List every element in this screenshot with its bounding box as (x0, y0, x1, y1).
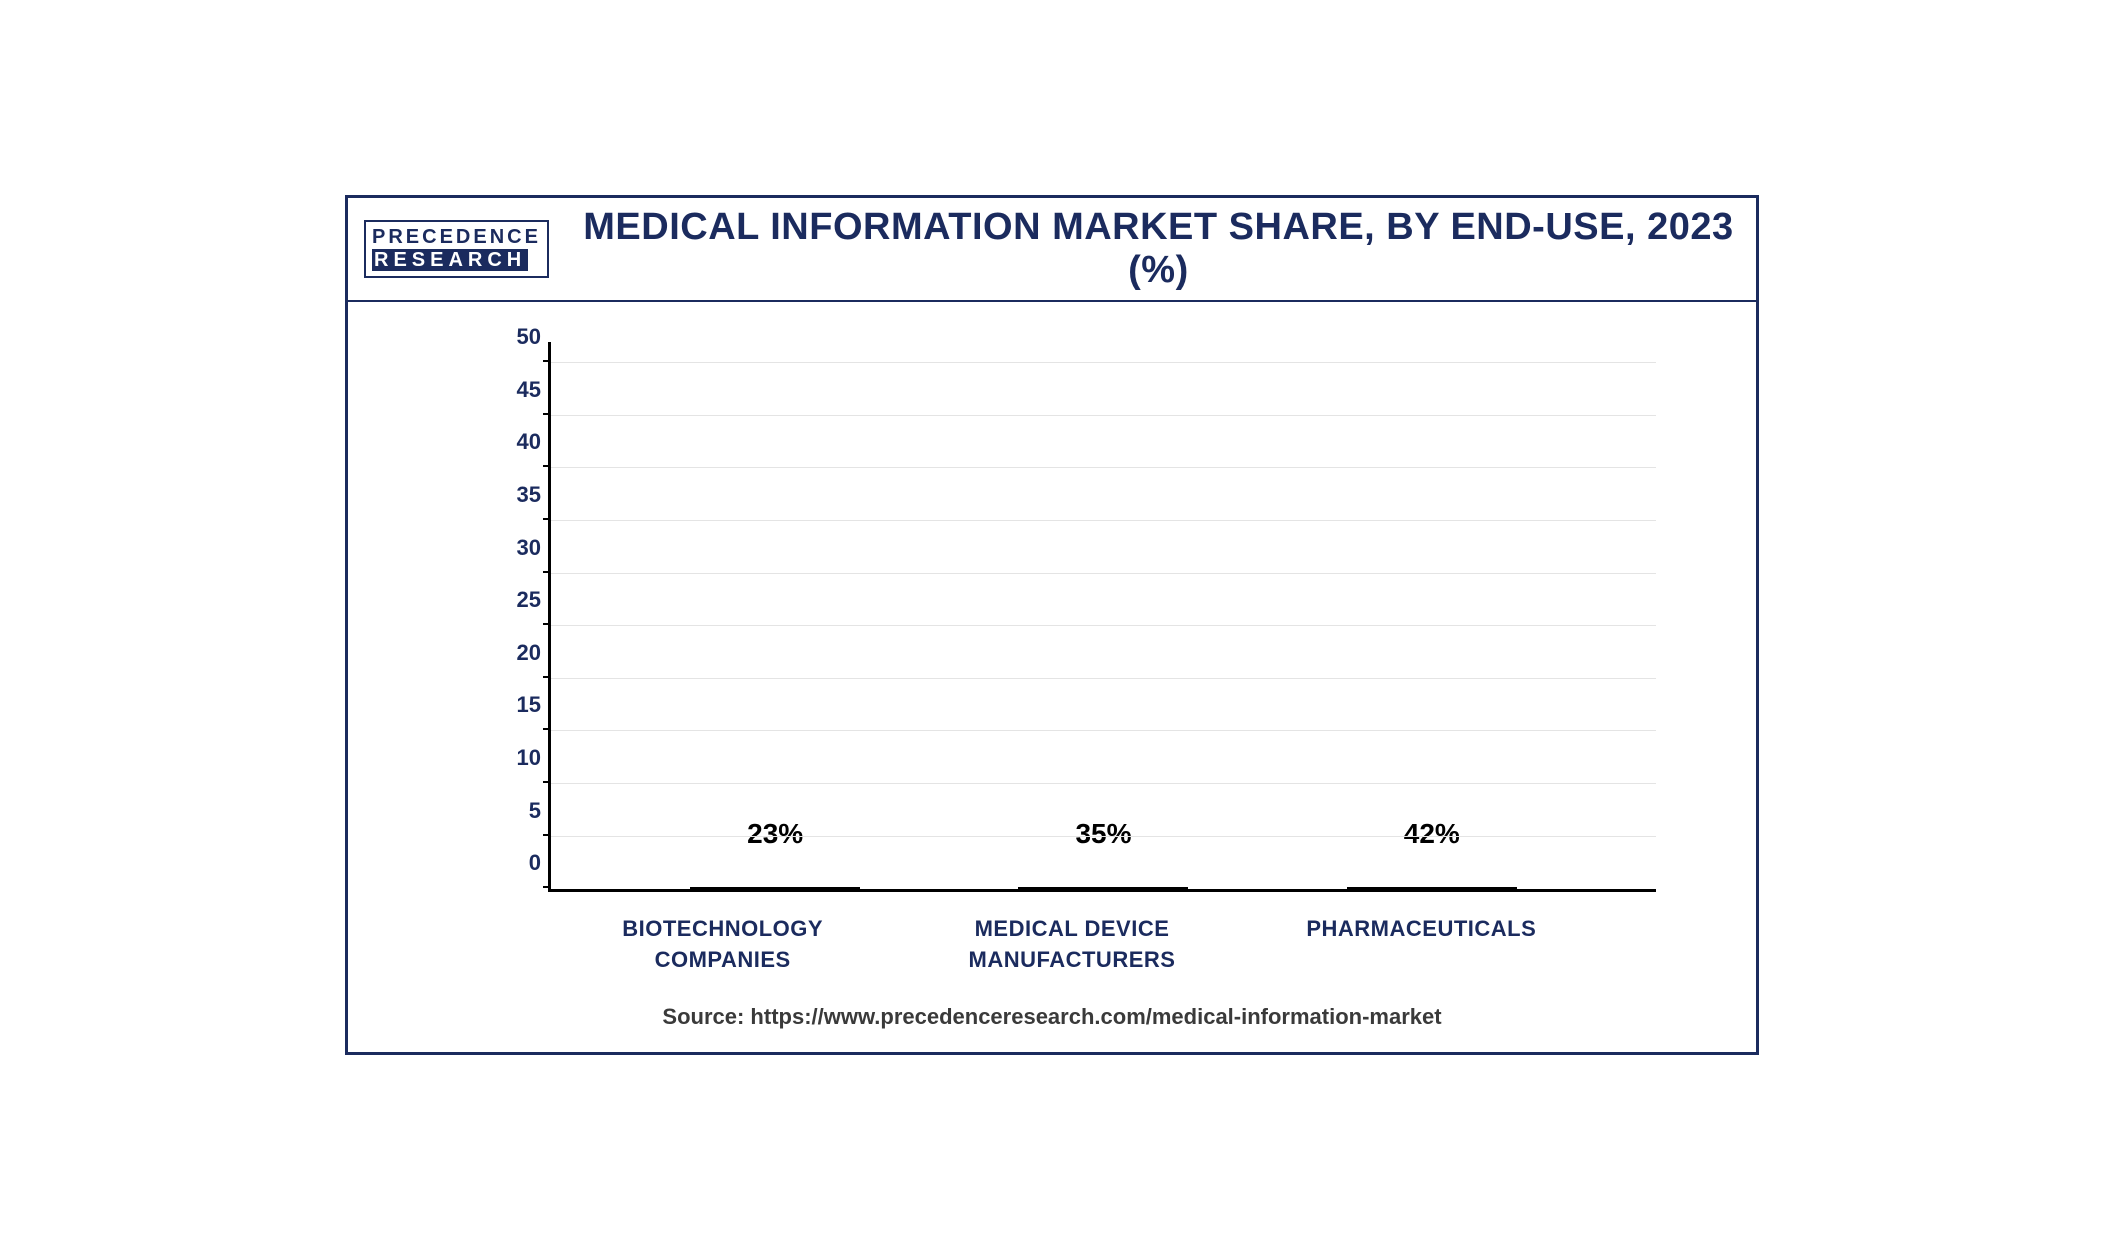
bar-value-label: 35% (1075, 818, 1131, 850)
plot-region: 23%35%42% 05101520253035404550 (548, 342, 1656, 892)
y-tick-mark (543, 834, 551, 836)
logo-line1: PRECEDENCE (372, 227, 541, 247)
chart-frame: PRECEDENCE RESEARCH MEDICAL INFORMATION … (345, 195, 1759, 1055)
gridline (551, 678, 1656, 679)
y-tick-mark (543, 623, 551, 625)
y-tick-label: 5 (501, 798, 541, 824)
logo: PRECEDENCE RESEARCH (364, 220, 549, 278)
chart-title: MEDICAL INFORMATION MARKET SHARE, BY END… (577, 206, 1740, 292)
y-tick-mark (543, 465, 551, 467)
y-tick-label: 30 (501, 535, 541, 561)
y-tick-mark (543, 360, 551, 362)
bar-group: 42% (1302, 887, 1562, 889)
y-tick-label: 20 (501, 640, 541, 666)
gridline (551, 573, 1656, 574)
bar-value-label: 23% (747, 818, 803, 850)
x-axis-label: PHARMACEUTICALS (1281, 914, 1561, 976)
x-axis-label: MEDICAL DEVICE MANUFACTURERS (932, 914, 1212, 976)
logo-line2: RESEARCH (372, 249, 528, 271)
y-tick-mark (543, 676, 551, 678)
y-tick-label: 25 (501, 587, 541, 613)
y-tick-mark (543, 781, 551, 783)
source-text: Source: https://www.precedenceresearch.c… (348, 986, 1756, 1052)
gridline (551, 730, 1656, 731)
bar-value-label: 42% (1404, 818, 1460, 850)
y-tick-label: 50 (501, 324, 541, 350)
x-axis-label: BIOTECHNOLOGY COMPANIES (583, 914, 863, 976)
chart-area: 23% 35% 42% 0 5 10 15 20 25 30 35 40 45 50 BIOTECHNO… (348, 302, 1756, 986)
bar-group: 23% (645, 887, 905, 889)
x-axis-labels: BIOTECHNOLOGY COMPANIES MEDICAL DEVICE MA… (408, 902, 1696, 976)
gridline (551, 362, 1656, 363)
gridline (551, 836, 1656, 837)
bar (690, 887, 860, 889)
chart-plot-container: 23%35%42% 05101520253035404550 (508, 332, 1656, 902)
bar (1018, 887, 1188, 889)
bar-group: 35% (973, 887, 1233, 889)
bar (1347, 887, 1517, 889)
header: PRECEDENCE RESEARCH MEDICAL INFORMATION … (348, 198, 1756, 302)
bars-container: 23% 35% 42% (551, 342, 1656, 889)
y-tick-label: 0 (501, 850, 541, 876)
y-tick-mark (543, 728, 551, 730)
gridline (551, 520, 1656, 521)
y-tick-mark (543, 518, 551, 520)
gridline (551, 783, 1656, 784)
y-tick-label: 10 (501, 745, 541, 771)
y-tick-mark (543, 413, 551, 415)
y-tick-label: 45 (501, 377, 541, 403)
y-tick-mark (543, 886, 551, 888)
y-tick-label: 40 (501, 429, 541, 455)
y-tick-mark (543, 571, 551, 573)
y-tick-label: 35 (501, 482, 541, 508)
y-tick-label: 15 (501, 692, 541, 718)
gridline (551, 467, 1656, 468)
gridline (551, 415, 1656, 416)
gridline (551, 625, 1656, 626)
